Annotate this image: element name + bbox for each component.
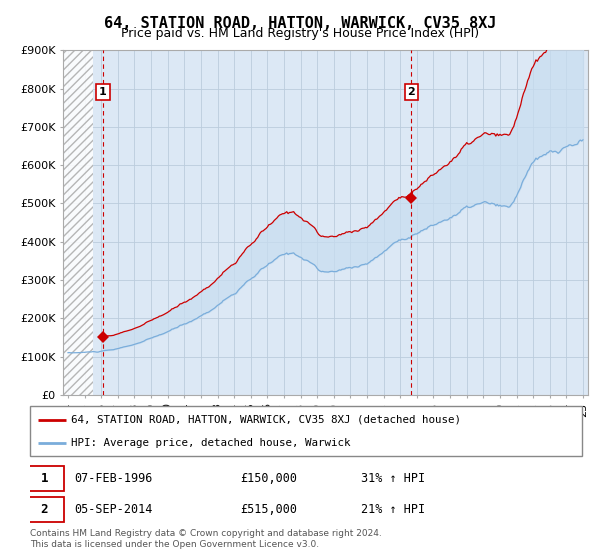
Text: 2: 2 — [407, 87, 415, 97]
Text: Contains HM Land Registry data © Crown copyright and database right 2024.
This d: Contains HM Land Registry data © Crown c… — [30, 529, 382, 549]
Text: HPI: Average price, detached house, Warwick: HPI: Average price, detached house, Warw… — [71, 438, 351, 448]
FancyBboxPatch shape — [25, 466, 64, 491]
Text: 05-SEP-2014: 05-SEP-2014 — [74, 503, 152, 516]
FancyBboxPatch shape — [30, 406, 582, 456]
FancyBboxPatch shape — [25, 497, 64, 522]
Text: 64, STATION ROAD, HATTON, WARWICK, CV35 8XJ: 64, STATION ROAD, HATTON, WARWICK, CV35 … — [104, 16, 496, 31]
Text: £150,000: £150,000 — [240, 472, 297, 485]
Text: 64, STATION ROAD, HATTON, WARWICK, CV35 8XJ (detached house): 64, STATION ROAD, HATTON, WARWICK, CV35 … — [71, 414, 461, 424]
Text: 07-FEB-1996: 07-FEB-1996 — [74, 472, 152, 485]
Text: 1: 1 — [41, 472, 48, 485]
Text: 2: 2 — [41, 503, 48, 516]
Text: 31% ↑ HPI: 31% ↑ HPI — [361, 472, 425, 485]
Text: Price paid vs. HM Land Registry's House Price Index (HPI): Price paid vs. HM Land Registry's House … — [121, 27, 479, 40]
Text: 21% ↑ HPI: 21% ↑ HPI — [361, 503, 425, 516]
Text: £515,000: £515,000 — [240, 503, 297, 516]
Text: 1: 1 — [99, 87, 107, 97]
